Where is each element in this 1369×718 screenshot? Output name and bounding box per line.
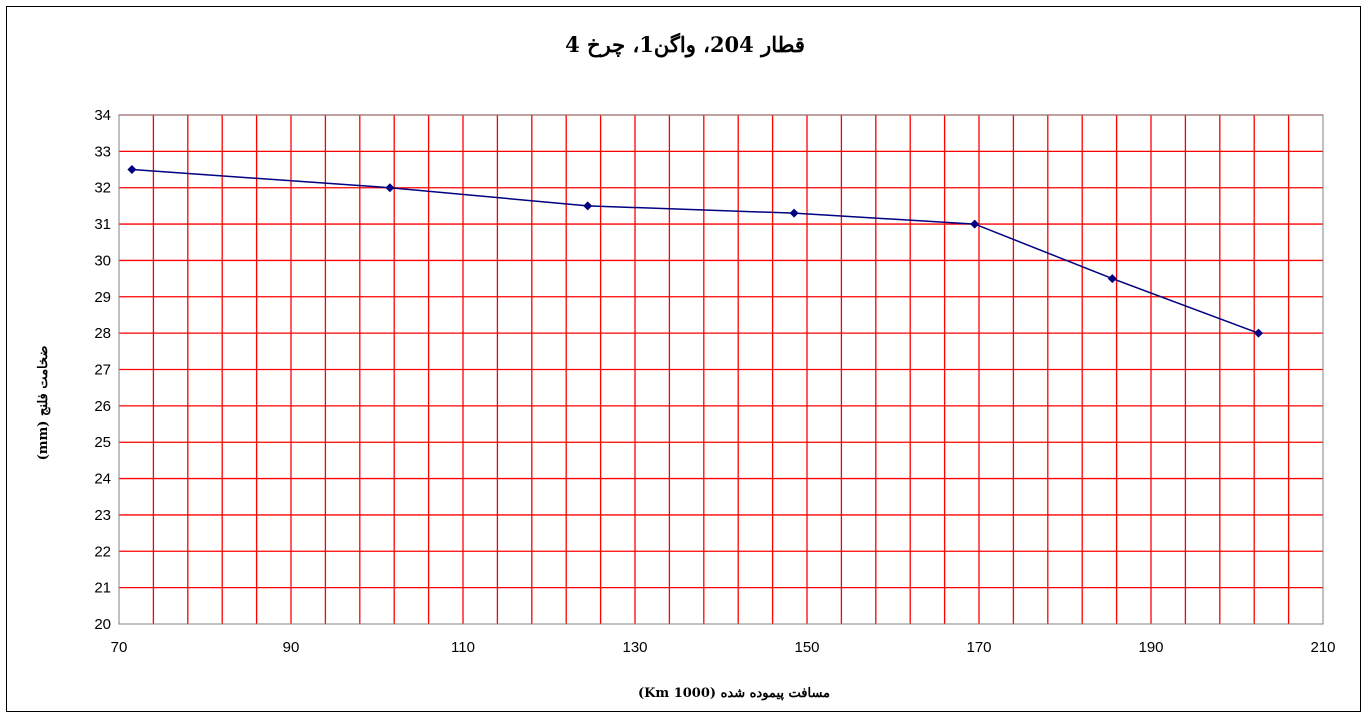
y-tick-label: 24 xyxy=(94,471,111,488)
y-axis-label: ضخامت فلنج (mm) xyxy=(36,346,51,461)
x-tick-label: 190 xyxy=(1138,639,1163,656)
chart-svg: قطار 204، واگن1، چرخ 4 70 90 110 130 150 170 1… xyxy=(36,32,1336,701)
y-tick-label: 34 xyxy=(94,107,111,124)
y-tick-labels: 20 21 22 23 24 25 26 27 28 29 30 31 32 33 34 xyxy=(94,107,111,633)
data-point xyxy=(1107,274,1117,284)
y-tick-label: 23 xyxy=(94,507,111,524)
y-tick-label: 30 xyxy=(94,252,111,269)
chart-title: قطار 204، واگن1، چرخ 4 xyxy=(565,32,805,58)
x-tick-label: 150 xyxy=(794,639,819,656)
data-point xyxy=(970,219,980,229)
y-tick-label: 21 xyxy=(94,580,111,597)
x-tick-label: 170 xyxy=(966,639,991,656)
data-point xyxy=(583,201,593,211)
data-point xyxy=(789,208,799,218)
x-tick-label: 70 xyxy=(111,639,128,656)
y-tick-label: 27 xyxy=(94,362,111,379)
y-tick-label: 33 xyxy=(94,143,111,160)
y-tick-label: 22 xyxy=(94,543,111,560)
y-tick-label: 31 xyxy=(94,216,111,233)
x-tick-label: 90 xyxy=(283,639,300,656)
data-point xyxy=(127,165,137,175)
grid xyxy=(119,114,1323,624)
series-line xyxy=(131,168,1259,334)
x-tick-label: 210 xyxy=(1310,639,1335,656)
x-tick-label: 110 xyxy=(451,639,475,656)
y-tick-label: 28 xyxy=(94,325,111,342)
series-group xyxy=(127,165,1263,338)
data-point xyxy=(1254,328,1263,338)
chart-frame: قطار 204، واگن1، چرخ 4 70 90 110 130 150 170 1… xyxy=(6,6,1361,712)
data-point xyxy=(385,183,395,193)
y-tick-label: 32 xyxy=(94,180,111,197)
y-tick-label: 26 xyxy=(94,398,111,415)
y-tick-label: 29 xyxy=(94,289,111,306)
plot-area-border xyxy=(118,114,1324,625)
y-tick-label: 20 xyxy=(94,616,111,633)
x-tick-label: 130 xyxy=(622,639,647,656)
x-axis-label: مسافت پیموده شده (1000 Km) xyxy=(638,686,830,701)
x-tick-labels: 70 90 110 130 150 170 190 210 xyxy=(111,639,1336,656)
y-tick-label: 25 xyxy=(94,434,111,451)
